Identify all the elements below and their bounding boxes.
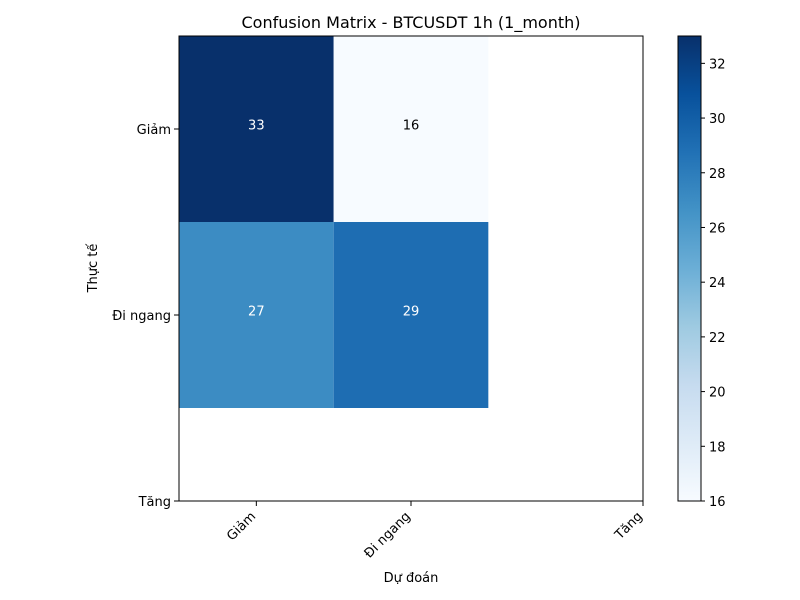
colorbar [677, 35, 702, 502]
chart-title: Confusion Matrix - BTCUSDT 1h (1_month) [241, 13, 580, 33]
colorbar-ticks: 16 18 20 22 24 26 28 30 32 [701, 57, 726, 510]
colorbar-tick-label-4: 24 [709, 276, 726, 291]
colorbar-tick-label-2: 20 [709, 386, 726, 401]
colorbar-tick-label-1: 18 [709, 440, 726, 455]
y-tick-label-2: Tăng [138, 495, 171, 510]
colorbar-tick-label-6: 28 [709, 167, 726, 182]
colorbar-tick-label-3: 22 [709, 331, 726, 346]
x-tick-label-2: Tăng [612, 509, 646, 543]
y-tick-label-0: Giảm [137, 123, 171, 138]
x-axis-label: Dự đoán [384, 571, 439, 586]
colorbar-tick-label-0: 16 [709, 495, 726, 510]
x-tick-label-1: Đi ngang [362, 509, 414, 561]
heatmap-cell-0-1 [333, 36, 489, 222]
x-tick-label-0: Giảm [224, 509, 259, 544]
y-tick-label-1: Đi ngang [112, 309, 171, 324]
y-axis-label: Thực tế [86, 244, 101, 294]
cell-value-label-1-1: 29 [403, 305, 420, 320]
cell-value-label-1-0: 27 [248, 305, 265, 320]
colorbar-tick-label-8: 32 [709, 57, 726, 72]
heatmap-cell-1-1 [333, 222, 489, 408]
heatmap-cell-0-0 [179, 36, 334, 222]
heatmap-cell-1-0 [179, 222, 334, 408]
colorbar-tick-label-5: 26 [709, 221, 726, 236]
colorbar-tick-label-7: 30 [709, 112, 726, 127]
cell-value-label-0-0: 33 [248, 119, 265, 134]
cell-value-label-0-1: 16 [403, 119, 420, 134]
heatmap-cells: 33 16 27 29 [179, 36, 489, 408]
